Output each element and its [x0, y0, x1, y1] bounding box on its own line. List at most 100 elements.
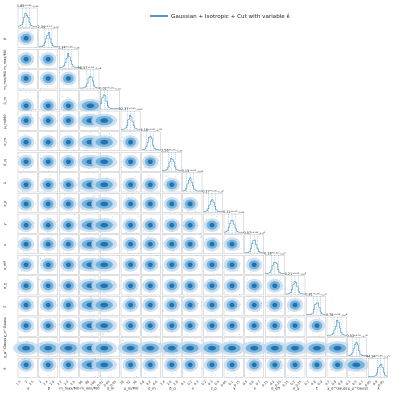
sample-point — [74, 352, 75, 353]
sample-point — [167, 323, 169, 324]
sample-point — [103, 165, 105, 167]
sample-point — [197, 303, 199, 304]
sample-point — [35, 143, 37, 144]
sample-point — [82, 358, 84, 359]
sample-point — [213, 272, 215, 274]
x-tick-label: 0.8 — [331, 380, 337, 386]
sample-point — [20, 337, 22, 339]
sample-point — [170, 267, 172, 268]
sample-point — [246, 278, 248, 280]
sample-point — [41, 342, 42, 344]
sample-point — [312, 325, 313, 326]
sample-point — [61, 348, 62, 350]
sample-point — [82, 278, 84, 280]
sample-point — [179, 282, 181, 284]
sample-point — [102, 333, 103, 335]
panel-8-6 — [141, 172, 161, 193]
sample-point — [206, 337, 207, 339]
sample-point — [45, 326, 46, 328]
sample-point — [156, 262, 157, 264]
x-tick-label: 2.8 — [49, 380, 55, 386]
sample-point — [71, 86, 73, 87]
x-tick-label: 0.05 — [109, 380, 117, 388]
sample-point — [122, 248, 124, 250]
sample-point — [65, 118, 67, 120]
sample-point — [171, 231, 173, 232]
sample-point — [174, 285, 176, 286]
panel-9-6 — [141, 193, 161, 213]
sample-point — [196, 344, 197, 346]
panel-5-4 — [91, 110, 120, 131]
sample-point — [159, 316, 160, 318]
sample-point — [221, 314, 222, 316]
sample-point — [100, 160, 101, 162]
sample-point — [260, 303, 262, 304]
sample-point — [299, 314, 301, 316]
sample-point — [212, 373, 214, 374]
sample-point — [139, 148, 140, 149]
sample-point — [39, 88, 41, 90]
x-tick-label: 0.85 — [364, 380, 372, 388]
contour-inner — [209, 241, 215, 247]
sample-point — [28, 217, 30, 218]
x-tick-label: 0.7 — [255, 380, 261, 386]
sample-point — [22, 250, 24, 252]
x-tick-label: 0.15 — [233, 380, 241, 388]
y-axis-label: m_min/M⊙ — [3, 70, 7, 89]
contour-inner — [229, 283, 235, 289]
sample-point — [149, 282, 151, 283]
sample-point — [239, 294, 241, 296]
sample-point — [94, 337, 95, 339]
sample-point — [39, 158, 41, 160]
sample-point — [62, 272, 64, 274]
sample-point — [166, 297, 168, 299]
sample-point — [41, 252, 43, 254]
marginal-histogram — [59, 53, 79, 68]
y-axis-label: χ_μ^Gauss — [3, 338, 7, 358]
contour-inner — [128, 362, 134, 368]
sample-point — [234, 305, 235, 307]
sample-point — [118, 358, 120, 360]
sample-point — [144, 245, 145, 247]
sample-point — [150, 359, 152, 360]
sample-point — [290, 376, 292, 377]
sample-point — [197, 268, 199, 270]
contour-inner — [44, 345, 53, 351]
sample-point — [341, 362, 343, 364]
sample-point — [363, 371, 365, 372]
marginal-title: 2.34⁺⁰·⁰⁶₋₀.₀₆ — [58, 45, 80, 49]
panel-16-16: 0.53⁺⁰·¹⁰₋₀.¹⁰ — [346, 334, 369, 357]
contour-inner — [45, 201, 51, 207]
sample-point — [161, 345, 163, 347]
sample-point — [294, 297, 296, 299]
sample-point — [159, 156, 160, 157]
sample-point — [329, 368, 331, 370]
sample-point — [19, 228, 21, 230]
sample-point — [147, 159, 148, 160]
marginal-title: 0.53⁺⁰·¹⁰₋₀.¹⁰ — [346, 334, 368, 338]
sample-point — [77, 291, 79, 293]
sample-point — [251, 285, 252, 287]
sample-point — [17, 156, 19, 158]
sample-point — [296, 319, 297, 320]
sample-point — [72, 270, 74, 272]
sample-point — [332, 365, 333, 367]
sample-point — [289, 330, 291, 331]
sample-point — [240, 352, 242, 354]
x-tick-label: 2.4 — [159, 380, 165, 386]
sample-point — [75, 164, 77, 166]
sample-point — [103, 334, 104, 336]
sample-point — [30, 165, 32, 167]
sample-point — [343, 349, 345, 351]
sample-point — [40, 307, 42, 308]
sample-point — [134, 272, 135, 274]
panel-frame — [347, 337, 367, 357]
sample-point — [39, 318, 41, 319]
panel-4-3 — [77, 90, 104, 113]
sample-point — [125, 275, 127, 277]
sample-point — [96, 103, 98, 104]
sample-point — [112, 178, 114, 179]
contour-inner — [23, 302, 29, 308]
panel-12-9 — [203, 255, 223, 275]
